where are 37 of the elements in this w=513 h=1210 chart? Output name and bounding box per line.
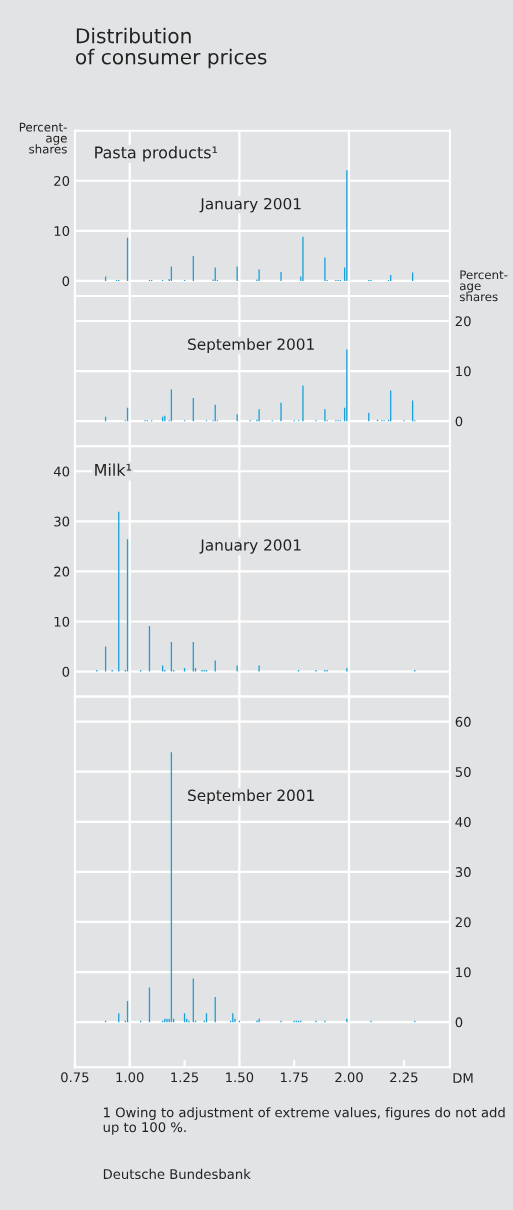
annotation: September 2001 (188, 338, 314, 353)
x-tick-label: 0.75 (61, 1072, 89, 1083)
y-tick-label: 0 (455, 416, 463, 427)
y-axis-title: Percent- age shares (459, 270, 508, 302)
y-tick-label: 20 (54, 566, 70, 577)
x-tick-label: 1.50 (226, 1072, 254, 1083)
x-axis-title: DM (453, 1073, 473, 1083)
y-tick-label: 40 (53, 466, 70, 477)
y-tick-label: 60 (455, 716, 471, 727)
text: Deutsche Bundesbank (103, 1168, 251, 1180)
y-tick-label: 20 (455, 316, 471, 327)
y-tick-label: 0 (62, 276, 70, 287)
y-tick-label: 40 (455, 817, 471, 828)
text: 1 Owing to adjustment of extreme values, figures do not add up to 100 %. (103, 1107, 505, 1135)
y-tick-label: 20 (455, 917, 471, 928)
text: Pasta products¹ (95, 146, 218, 162)
x-tick-label: 2.25 (390, 1072, 418, 1083)
y-tick-label: 30 (54, 516, 70, 527)
y-tick-label: 10 (54, 616, 70, 627)
y-tick-label: 30 (455, 867, 471, 878)
y-axis-title: Percent- age shares (19, 122, 67, 154)
x-tick-label: 1.00 (116, 1072, 144, 1083)
y-tick-label: 10 (456, 366, 471, 377)
annotation: January 2001 (199, 539, 301, 554)
y-tick-label: 10 (54, 226, 70, 237)
x-tick-label: 1.25 (171, 1072, 199, 1083)
y-tick-label: 10 (456, 967, 471, 978)
annotation: September 2001 (188, 789, 314, 805)
y-tick-label: 0 (62, 666, 70, 677)
annotation: January 2001 (199, 197, 301, 213)
x-tick-label: 1.75 (280, 1072, 308, 1083)
y-tick-label: 50 (455, 766, 471, 777)
y-tick-label: 0 (455, 1017, 463, 1028)
text: Milk¹ (95, 463, 132, 476)
x-tick-label: 2.00 (335, 1072, 363, 1083)
y-tick-label: 20 (54, 175, 70, 186)
chart-title: Distribution of consumer prices (76, 27, 267, 69)
